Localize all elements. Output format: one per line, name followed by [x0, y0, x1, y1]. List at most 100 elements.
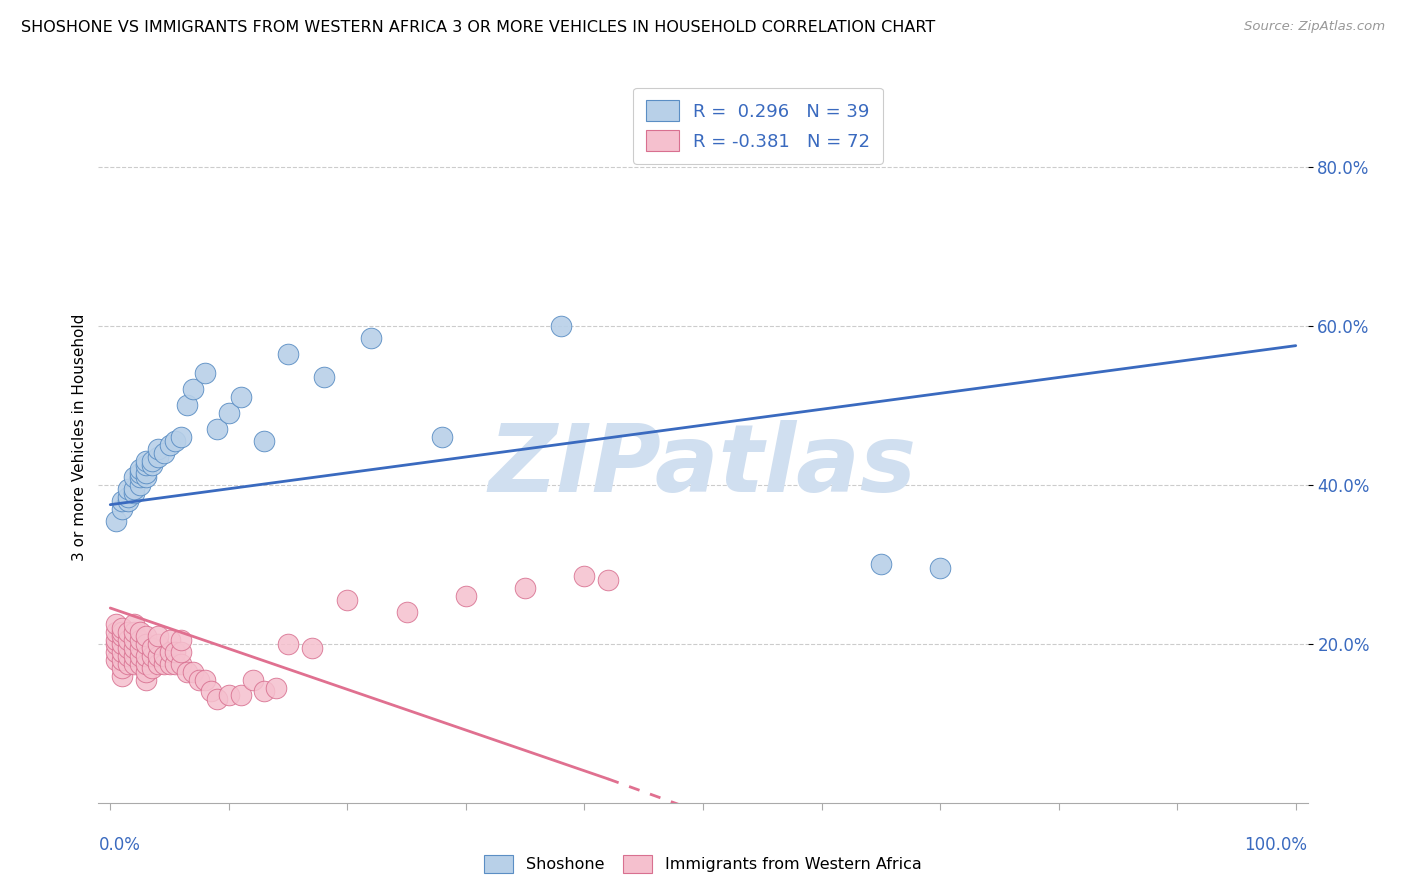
Text: 0.0%: 0.0% [98, 836, 141, 854]
Point [598, 573, 620, 587]
Point [122, 624, 145, 639]
Point [111, 624, 134, 639]
Point [229, 689, 252, 703]
Point [159, 645, 181, 659]
Point [152, 446, 174, 460]
Point [129, 470, 152, 484]
Point [135, 458, 157, 472]
Legend: Shoshone, Immigrants from Western Africa: Shoshone, Immigrants from Western Africa [478, 848, 928, 880]
Point [277, 346, 299, 360]
Point [122, 657, 145, 671]
Point [146, 629, 169, 643]
Point [122, 632, 145, 647]
Point [105, 616, 128, 631]
Point [135, 637, 157, 651]
Point [141, 648, 163, 663]
Point [146, 450, 169, 464]
Point [550, 318, 572, 333]
Text: 100.0%: 100.0% [1244, 836, 1308, 854]
Point [105, 637, 128, 651]
Point [181, 665, 204, 679]
Point [395, 605, 418, 619]
Point [135, 470, 157, 484]
Point [111, 645, 134, 659]
Point [159, 438, 181, 452]
Point [159, 657, 181, 671]
Point [129, 632, 152, 647]
Text: SHOSHONE VS IMMIGRANTS FROM WESTERN AFRICA 3 OR MORE VEHICLES IN HOUSEHOLD CORRE: SHOSHONE VS IMMIGRANTS FROM WESTERN AFRI… [21, 20, 935, 35]
Point [135, 665, 157, 679]
Point [141, 660, 163, 674]
Point [117, 490, 139, 504]
Point [188, 673, 211, 687]
Point [218, 406, 240, 420]
Point [111, 501, 134, 516]
Point [432, 430, 454, 444]
Point [111, 629, 134, 643]
Point [194, 367, 217, 381]
Point [165, 657, 187, 671]
Point [105, 514, 128, 528]
Point [229, 390, 252, 404]
Point [117, 657, 139, 671]
Point [242, 673, 264, 687]
Point [129, 466, 152, 480]
Point [170, 632, 193, 647]
Point [129, 624, 152, 639]
Point [194, 673, 217, 687]
Point [929, 561, 952, 575]
Point [122, 648, 145, 663]
Point [146, 657, 169, 671]
Point [141, 458, 163, 472]
Point [301, 640, 323, 655]
Text: ZIPatlas: ZIPatlas [489, 420, 917, 512]
Point [141, 454, 163, 468]
Point [869, 558, 891, 572]
Point [152, 657, 174, 671]
Point [253, 434, 276, 448]
Point [111, 637, 134, 651]
Point [146, 637, 169, 651]
Point [264, 681, 287, 695]
Point [117, 482, 139, 496]
Point [253, 684, 276, 698]
Point [129, 462, 152, 476]
Point [176, 665, 198, 679]
Point [170, 645, 193, 659]
Point [122, 640, 145, 655]
Point [574, 569, 596, 583]
Point [165, 645, 187, 659]
Point [117, 632, 139, 647]
Point [105, 653, 128, 667]
Point [152, 648, 174, 663]
Point [205, 422, 228, 436]
Point [117, 640, 139, 655]
Y-axis label: 3 or more Vehicles in Household: 3 or more Vehicles in Household [72, 313, 87, 561]
Point [135, 466, 157, 480]
Point [111, 653, 134, 667]
Point [129, 477, 152, 491]
Point [105, 645, 128, 659]
Point [111, 621, 134, 635]
Point [129, 648, 152, 663]
Legend: R =  0.296   N = 39, R = -0.381   N = 72: R = 0.296 N = 39, R = -0.381 N = 72 [634, 87, 883, 164]
Point [277, 637, 299, 651]
Point [105, 624, 128, 639]
Point [165, 434, 187, 448]
Point [129, 640, 152, 655]
Point [159, 632, 181, 647]
Point [135, 629, 157, 643]
Point [205, 692, 228, 706]
Point [111, 660, 134, 674]
Point [117, 648, 139, 663]
Point [135, 673, 157, 687]
Point [122, 482, 145, 496]
Point [141, 640, 163, 655]
Point [135, 657, 157, 671]
Point [181, 383, 204, 397]
Point [360, 331, 382, 345]
Point [135, 454, 157, 468]
Point [111, 493, 134, 508]
Text: Source: ZipAtlas.com: Source: ZipAtlas.com [1244, 20, 1385, 33]
Point [105, 632, 128, 647]
